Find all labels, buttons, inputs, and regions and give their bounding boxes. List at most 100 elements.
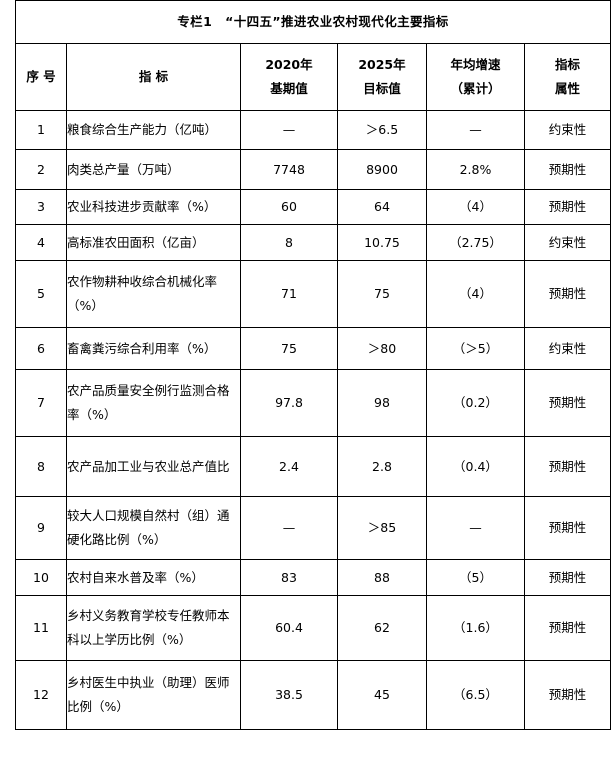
cell-growth-rate: （4） <box>426 260 525 328</box>
cell-base-value: — <box>240 110 338 150</box>
cell-base-value: 83 <box>240 559 338 596</box>
cell-target-value: ＞6.5 <box>337 110 427 150</box>
cell-target-value: ＞85 <box>337 496 427 560</box>
cell-indicator-name: 粮食综合生产能力（亿吨） <box>66 110 241 150</box>
column-header-attr-line2: 属性 <box>554 81 580 96</box>
cell-base-value: 97.8 <box>240 369 338 437</box>
cell-sequence-number: 7 <box>15 369 67 437</box>
cell-base-value: 60 <box>240 189 338 225</box>
cell-indicator-attribute: 预期性 <box>524 436 611 497</box>
cell-base-value: 60.4 <box>240 595 338 661</box>
table-row: 7 农产品质量安全例行监测合格率（%） 97.8 98 （0.2） 预期性 <box>15 369 611 437</box>
column-header-name-line1: 指 标 <box>138 69 169 85</box>
cell-indicator-name: 乡村义务教育学校专任教师本科以上学历比例（%） <box>66 595 241 661</box>
cell-growth-rate: （0.2） <box>426 369 525 437</box>
cell-sequence-number: 2 <box>15 149 67 190</box>
cell-indicator-attribute: 预期性 <box>524 260 611 328</box>
column-header-base-line1: 2020年 <box>265 57 313 73</box>
cell-base-value: 38.5 <box>240 660 338 730</box>
cell-indicator-attribute: 约束性 <box>524 110 611 150</box>
cell-growth-rate: — <box>426 496 525 560</box>
cell-sequence-number: 4 <box>15 224 67 261</box>
column-header-base-line2: 基期值 <box>270 81 308 96</box>
cell-indicator-attribute: 预期性 <box>524 189 611 225</box>
cell-indicator-attribute: 预期性 <box>524 660 611 730</box>
cell-base-value: 7748 <box>240 149 338 190</box>
table-row: 5 农作物耕种收综合机械化率（%） 71 75 （4） 预期性 <box>15 260 611 328</box>
cell-indicator-attribute: 预期性 <box>524 595 611 661</box>
column-header-seq: 序 号 <box>15 43 67 111</box>
cell-indicator-attribute: 预期性 <box>524 559 611 596</box>
column-header-target-line1: 2025年 <box>358 57 406 73</box>
cell-sequence-number: 8 <box>15 436 67 497</box>
cell-indicator-name: 畜禽粪污综合利用率（%） <box>66 327 241 370</box>
table-row: 11 乡村义务教育学校专任教师本科以上学历比例（%） 60.4 62 （1.6） 预期性 <box>15 595 611 661</box>
cell-growth-rate: （4） <box>426 189 525 225</box>
cell-indicator-name: 较大人口规模自然村（组）通硬化路比例（%） <box>66 496 241 560</box>
cell-target-value: ＞80 <box>337 327 427 370</box>
table-row: 6 畜禽粪污综合利用率（%） 75 ＞80 （＞5） 约束性 <box>15 327 611 370</box>
column-header-rate: 年均增速 （累计） <box>426 43 525 111</box>
cell-base-value: — <box>240 496 338 560</box>
cell-target-value: 62 <box>337 595 427 661</box>
cell-target-value: 2.8 <box>337 436 427 497</box>
cell-target-value: 64 <box>337 189 427 225</box>
cell-target-value: 10.75 <box>337 224 427 261</box>
cell-indicator-attribute: 预期性 <box>524 149 611 190</box>
cell-growth-rate: （1.6） <box>426 595 525 661</box>
cell-indicator-attribute: 预期性 <box>524 369 611 437</box>
cell-indicator-name: 农作物耕种收综合机械化率（%） <box>66 260 241 328</box>
cell-target-value: 75 <box>337 260 427 328</box>
cell-indicator-name: 农产品加工业与农业总产值比 <box>66 436 241 497</box>
table-row: 10 农村自来水普及率（%） 83 88 （5） 预期性 <box>15 559 611 596</box>
cell-growth-rate: （0.4） <box>426 436 525 497</box>
page-title: 专栏1 “十四五”推进农业农村现代化主要指标 <box>15 0 611 44</box>
table-row: 3 农业科技进步贡献率（%） 60 64 （4） 预期性 <box>15 189 611 225</box>
cell-indicator-name: 乡村医生中执业（助理）医师比例（%） <box>66 660 241 730</box>
cell-indicator-name: 肉类总产量（万吨） <box>66 149 241 190</box>
column-header-target: 2025年 目标值 <box>337 43 427 111</box>
cell-sequence-number: 3 <box>15 189 67 225</box>
cell-growth-rate: （＞5） <box>426 327 525 370</box>
cell-indicator-attribute: 约束性 <box>524 327 611 370</box>
cell-sequence-number: 11 <box>15 595 67 661</box>
cell-indicator-name: 农村自来水普及率（%） <box>66 559 241 596</box>
cell-growth-rate: （2.75） <box>426 224 525 261</box>
table-row: 2 肉类总产量（万吨） 7748 8900 2.8% 预期性 <box>15 149 611 190</box>
column-header-seq-line1: 序 号 <box>26 69 56 85</box>
indicator-table: 专栏1 “十四五”推进农业农村现代化主要指标 序 号 指 标 2020年 基期值… <box>15 0 611 730</box>
table-body: 专栏1 “十四五”推进农业农村现代化主要指标 序 号 指 标 2020年 基期值… <box>15 0 611 730</box>
table-row: 1 粮食综合生产能力（亿吨） — ＞6.5— 约束性 <box>15 110 611 150</box>
table-header-row: 序 号 指 标 2020年 基期值 2025年 目标值 年均增速 （累计） <box>15 43 611 111</box>
column-header-target-line2: 目标值 <box>363 81 401 96</box>
column-header-attr-line1: 指标 <box>554 57 580 73</box>
cell-sequence-number: 6 <box>15 327 67 370</box>
table-row: 8 农产品加工业与农业总产值比 2.4 2.8 （0.4） 预期性 <box>15 436 611 497</box>
column-header-rate-line1: 年均增速 <box>450 57 501 73</box>
table-row: 4 高标准农田面积（亿亩） 8 10.75 （2.75） 约束性 <box>15 224 611 261</box>
cell-indicator-name: 农产品质量安全例行监测合格率（%） <box>66 369 241 437</box>
column-header-attr: 指标 属性 <box>524 43 611 111</box>
cell-indicator-attribute: 约束性 <box>524 224 611 261</box>
column-header-name: 指 标 <box>66 43 241 111</box>
table-title-row: 专栏1 “十四五”推进农业农村现代化主要指标 <box>15 0 611 44</box>
cell-target-value: 98 <box>337 369 427 437</box>
table-row: 12 乡村医生中执业（助理）医师比例（%） 38.5 45 （6.5） 预期性 <box>15 660 611 730</box>
cell-target-value: 8900 <box>337 149 427 190</box>
cell-sequence-number: 9 <box>15 496 67 560</box>
column-header-rate-line2: （累计） <box>450 81 501 96</box>
cell-target-value: 88 <box>337 559 427 596</box>
cell-sequence-number: 10 <box>15 559 67 596</box>
cell-indicator-name: 农业科技进步贡献率（%） <box>66 189 241 225</box>
cell-growth-rate: — <box>426 110 525 150</box>
cell-sequence-number: 12 <box>15 660 67 730</box>
cell-base-value: 8 <box>240 224 338 261</box>
cell-base-value: 2.4 <box>240 436 338 497</box>
cell-sequence-number: 1 <box>15 110 67 150</box>
cell-target-value: 45 <box>337 660 427 730</box>
cell-base-value: 71 <box>240 260 338 328</box>
column-header-base: 2020年 基期值 <box>240 43 338 111</box>
cell-growth-rate: （6.5） <box>426 660 525 730</box>
cell-growth-rate: （5） <box>426 559 525 596</box>
